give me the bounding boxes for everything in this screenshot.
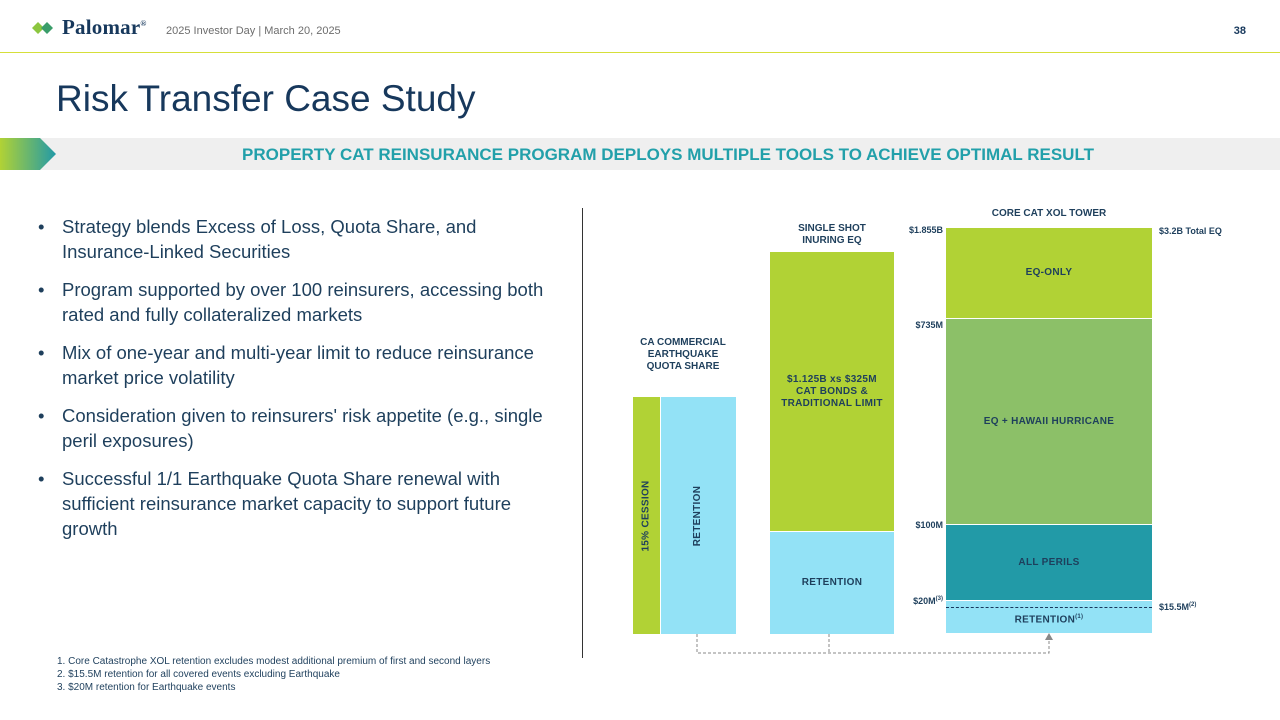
retention-dashed-line bbox=[946, 607, 1152, 608]
tower-retention-layer: RETENTION(1) bbox=[946, 601, 1152, 633]
banner-bar bbox=[0, 138, 1280, 170]
quota-retention-block: RETENTION bbox=[661, 397, 736, 634]
footnote-3: 3. $20M retention for Earthquake events bbox=[57, 682, 236, 693]
header-divider bbox=[0, 52, 1280, 53]
footnotes: 1. Core Catastrophe XOL retention exclud… bbox=[57, 655, 490, 694]
event-date: 2025 Investor Day | March 20, 2025 bbox=[166, 25, 341, 37]
core-tower-title: CORE CAT XOL TOWER bbox=[991, 208, 1107, 219]
page-number: 38 bbox=[1233, 25, 1246, 37]
vertical-divider bbox=[582, 208, 583, 658]
all-perils-layer: ALL PERILS bbox=[946, 525, 1152, 600]
bullet-item: Program supported by over 100 reinsurers… bbox=[36, 277, 546, 327]
cession-block: 15% CESSION bbox=[633, 397, 660, 634]
arrow-tab-icon bbox=[0, 138, 56, 170]
bullet-item: Mix of one-year and multi-year limit to … bbox=[36, 340, 546, 390]
tick-20m: $20M(3) bbox=[913, 596, 943, 606]
bullet-item: Strategy blends Excess of Loss, Quota Sh… bbox=[36, 214, 546, 264]
diamond-logo-icon bbox=[32, 21, 53, 34]
quota-retention-label: RETENTION bbox=[692, 485, 704, 546]
eq-only-layer: EQ-ONLY bbox=[946, 228, 1152, 318]
footnote-2: 2. $15.5M retention for all covered even… bbox=[57, 669, 340, 680]
strategy-bullets: Strategy blends Excess of Loss, Quota Sh… bbox=[36, 214, 546, 554]
quota-share-title: CA COMMERCIAL EARTHQUAKE QUOTA SHARE bbox=[640, 337, 726, 372]
cat-bond-limit-block: $1.125B xs $325M CAT BONDS & TRADITIONAL… bbox=[770, 252, 894, 531]
tick-100m: $100M bbox=[915, 520, 943, 530]
retention-155m-label: $15.5M(2) bbox=[1159, 602, 1197, 612]
tick-1855b: $1.855B bbox=[908, 225, 943, 235]
arrow-up-icon bbox=[1045, 633, 1053, 640]
palomar-logo: Palomar® bbox=[32, 15, 147, 40]
brand-name: Palomar® bbox=[62, 15, 147, 39]
cession-label: 15% CESSION bbox=[640, 479, 652, 552]
footnote-1: 1. Core Catastrophe XOL retention exclud… bbox=[57, 656, 491, 667]
bullet-item: Consideration given to reinsurers' risk … bbox=[36, 403, 546, 453]
tick-735m: $735M bbox=[915, 320, 943, 330]
banner-headline: PROPERTY CAT REINSURANCE PROGRAM DEPLOYS… bbox=[242, 145, 1094, 164]
bullet-item: Successful 1/1 Earthquake Quota Share re… bbox=[36, 466, 546, 541]
single-shot-title: SINGLE SHOT INURING EQ bbox=[798, 223, 866, 246]
inuring-connector bbox=[696, 633, 1053, 654]
eq-hawaii-layer: EQ + HAWAII HURRICANE bbox=[946, 319, 1152, 524]
single-shot-retention-block: RETENTION bbox=[770, 532, 894, 634]
total-eq-label: $3.2B Total EQ bbox=[1159, 226, 1222, 236]
page-title: Risk Transfer Case Study bbox=[56, 78, 476, 119]
